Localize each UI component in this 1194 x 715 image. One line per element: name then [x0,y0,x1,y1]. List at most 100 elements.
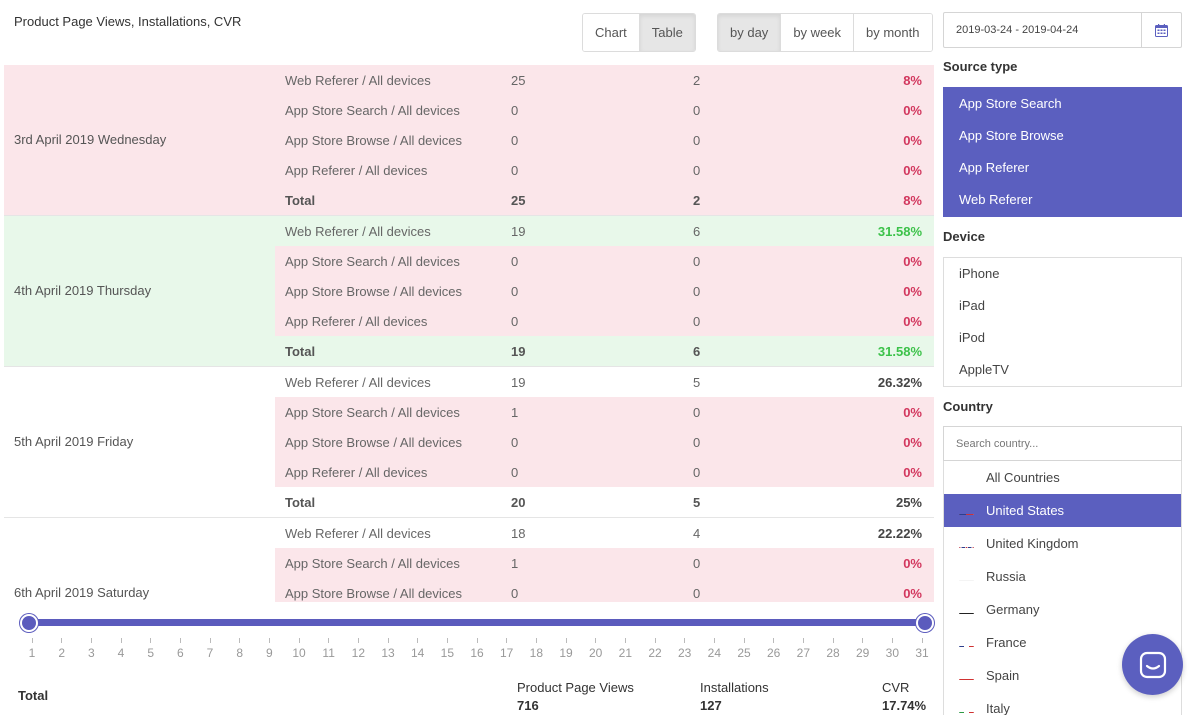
day-label: 3rd April 2019 Wednesday [14,132,167,147]
calendar-icon[interactable] [1141,13,1181,47]
summary-views-label: Product Page Views [517,680,634,695]
source-type-option[interactable]: Web Referer [959,192,1033,207]
table-row: App Referer / All devices 0 0 0% [275,457,934,487]
date-range-picker[interactable]: 2019-03-24 - 2019-04-24 [943,12,1182,48]
data-table: 3rd April 2019 Wednesday Web Referer / Al… [4,65,934,602]
country-option[interactable]: Germany [944,593,1181,626]
by-day-button[interactable]: by day [718,14,782,51]
country-option[interactable]: United States [944,494,1181,527]
summary-installs-label: Installations [700,680,769,695]
slider-tick: 25 [734,638,754,660]
slider-tick: 18 [526,638,546,660]
day-label: 6th April 2019 Saturday [14,585,150,600]
tick-mark [862,638,864,643]
table-row: Web Referer / All devices 25 2 8% [275,65,934,95]
chart-view-button[interactable]: Chart [583,14,640,51]
total-cvr: 25% [895,495,922,510]
day-label: 5th April 2019 Friday [14,434,134,449]
slider-tick: 26 [764,638,784,660]
source-type-title: Source type [943,59,1018,74]
tick-mark [179,638,181,643]
device-title: Device [943,229,985,244]
total-cvr: 8% [903,193,922,208]
country-name: Italy [986,701,1010,715]
row-cvr: 0% [903,163,922,178]
country-list: All Countries United States United Kingdom… [943,461,1182,715]
flag-icon [959,537,974,548]
tick-label: 12 [351,646,365,660]
tick-label: 24 [707,646,721,660]
country-option[interactable]: All Countries [944,461,1181,494]
tick-label: 18 [529,646,543,660]
panel-title: Product Page Views, Installations, CVR [14,14,242,29]
country-option[interactable]: Italy [944,692,1181,715]
slider-ticks: 1 2 3 4 5 6 7 8 9 10 11 12 13 14 15 16 17 18 19 20 21 22 23 24 2… [29,638,929,668]
slider-tick: 27 [793,638,813,660]
summary-installs-value: 127 [700,698,722,713]
country-option[interactable]: Spain [944,659,1181,692]
day-range-slider[interactable] [20,614,934,634]
report-panel: Product Page Views, Installations, CVR C… [4,0,934,715]
row-cvr: 0% [903,284,922,299]
slider-tick: 14 [408,638,428,660]
total-views: 19 [511,344,526,359]
country-search [943,426,1182,461]
source-type-option[interactable]: App Store Browse [959,128,1064,143]
row-installs: 0 [693,133,701,148]
slider-tick: 10 [289,638,309,660]
row-cvr: 0% [903,435,922,450]
country-search-input[interactable] [944,427,1181,460]
row-cvr: 0% [903,314,922,329]
day-group: 5th April 2019 Friday Web Referer / All d… [4,366,934,517]
country-option[interactable]: Russia [944,560,1181,593]
tick-label: 26 [766,646,781,660]
slider-end-handle[interactable] [916,614,934,632]
row-installs: 0 [693,314,701,329]
country-option[interactable]: United Kingdom [944,527,1181,560]
tick-label: 16 [470,646,484,660]
tick-mark [891,638,893,643]
row-installs: 0 [693,163,701,178]
country-name: Spain [986,668,1020,683]
table-view-button[interactable]: Table [639,14,695,51]
slider-start-handle[interactable] [20,614,38,632]
country-option[interactable]: France [944,626,1181,659]
table-row: App Store Search / All devices 1 0 0% [275,548,934,578]
table-total-row: Total 20 5 25% [275,487,934,517]
slider-tick: 21 [615,638,635,660]
row-cvr: 0% [903,103,922,118]
day-group: 4th April 2019 Thursday Web Referer / All… [4,215,934,366]
device-option[interactable]: iPod [959,330,986,345]
tick-mark [417,638,419,643]
slider-tick: 4 [111,638,131,660]
tick-mark [921,638,923,643]
device-option[interactable]: AppleTV [959,362,1009,377]
device-option[interactable]: iPhone [959,266,1000,281]
slider-tick: 20 [586,638,606,660]
slider-tick: 2 [52,638,72,660]
row-cvr: 22.22% [877,526,922,541]
slider-tick: 24 [704,638,724,660]
tick-mark [90,638,92,643]
slider-tick: 12 [348,638,368,660]
row-views: 0 [511,163,519,178]
country-name: France [986,635,1027,650]
device-option[interactable]: iPad [959,298,986,313]
row-source: Web Referer / All devices [285,526,431,541]
day-label: 4th April 2019 Thursday [14,283,152,298]
source-type-option[interactable]: App Referer [959,160,1030,175]
tick-mark [298,638,300,643]
country-name: Russia [986,569,1026,584]
summary-cvr: CVR 17.74% [882,680,926,713]
tick-mark [120,638,122,643]
by-week-button[interactable]: by week [781,14,855,51]
by-month-button[interactable]: by month [854,14,932,51]
tick-mark [239,638,241,643]
row-views: 19 [511,375,526,390]
chat-button[interactable] [1122,634,1183,695]
row-source: App Store Search / All devices [285,103,460,118]
tick-mark [595,638,597,643]
summary-cvr-value: 17.74% [882,698,927,713]
source-type-option[interactable]: App Store Search [959,96,1062,111]
country-name: United States [986,503,1065,518]
